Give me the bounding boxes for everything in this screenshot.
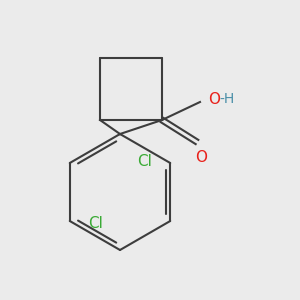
Text: Cl: Cl — [137, 154, 152, 169]
Text: -H: -H — [219, 92, 234, 106]
Text: Cl: Cl — [88, 215, 103, 230]
Text: O: O — [195, 150, 207, 165]
Text: O: O — [208, 92, 220, 106]
